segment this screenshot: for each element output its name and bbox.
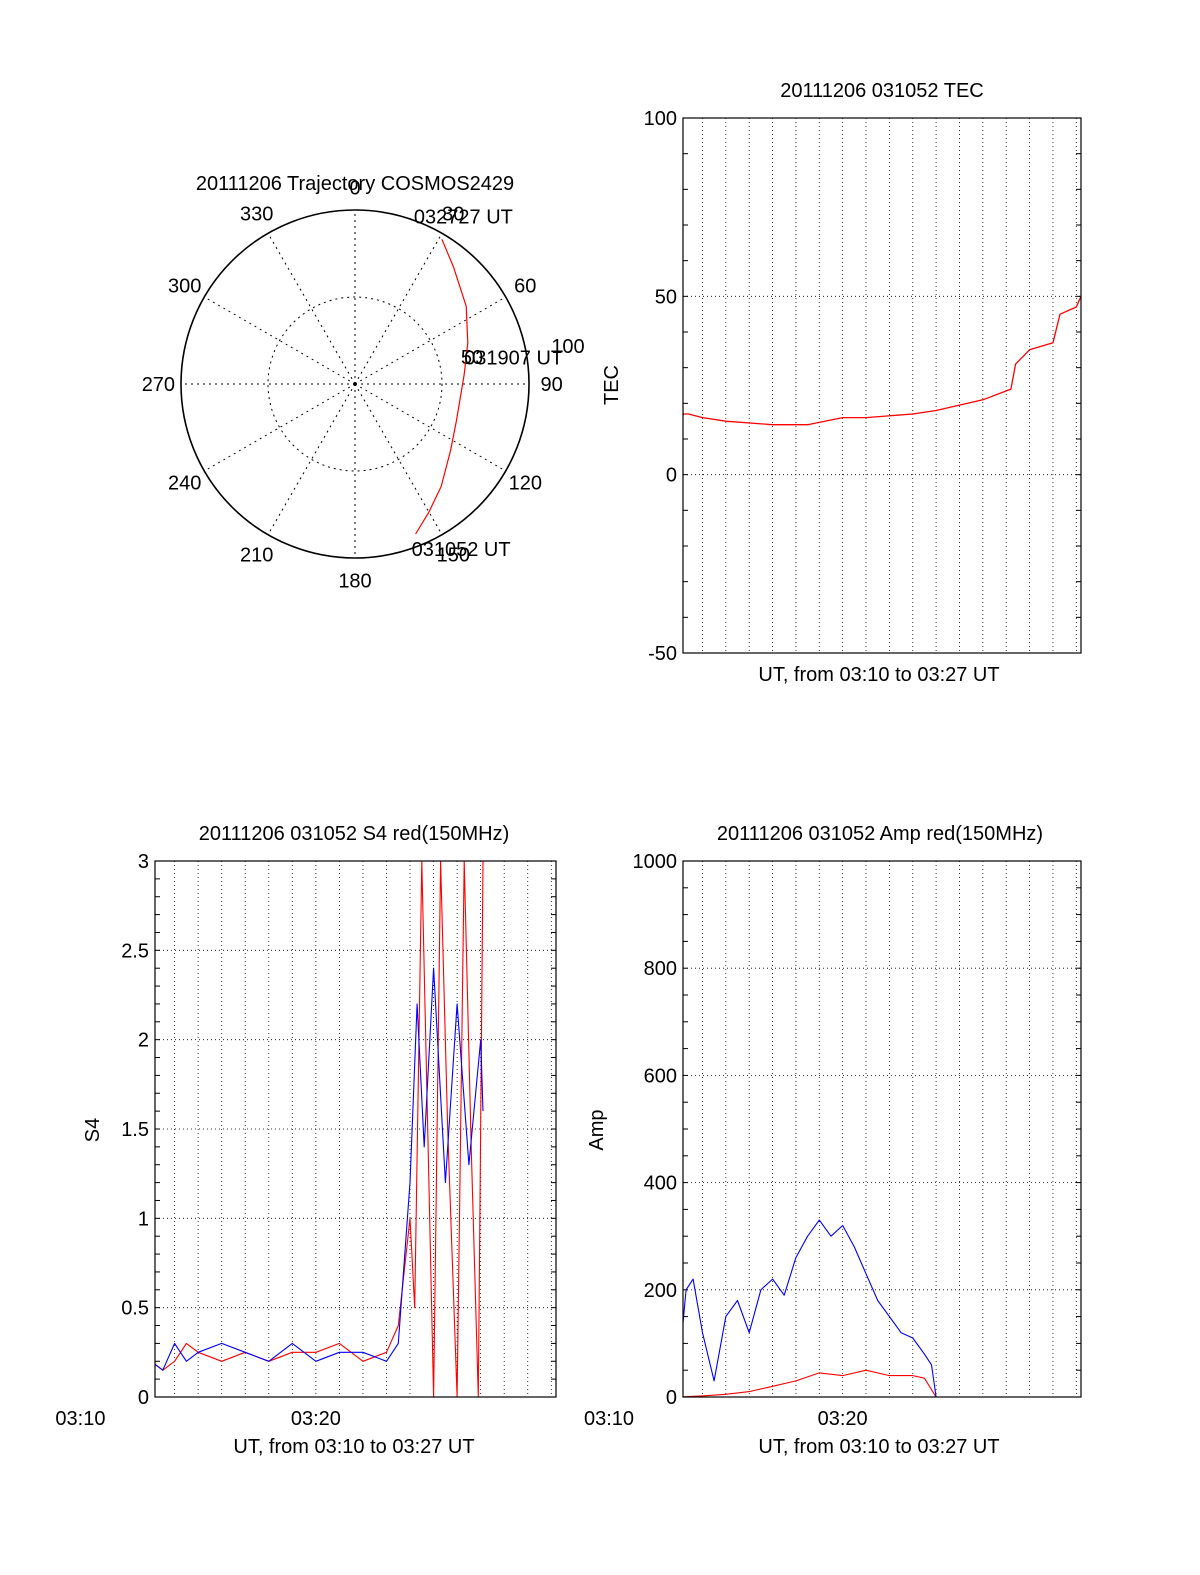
plot-frame	[682, 860, 1082, 1398]
polar-spoke	[354, 383, 506, 472]
polar-azimuth-label: 0	[349, 177, 360, 199]
polar-annotation: 032727 UT	[414, 206, 513, 228]
y-tick-label: 0	[138, 1387, 149, 1409]
amp-title: 20111206 031052 Amp red(150MHz)	[717, 823, 1043, 845]
polar-outer-circle	[180, 209, 530, 559]
y-tick-label: 800	[644, 958, 677, 980]
s4-title: 20111206 031052 S4 red(150MHz)	[199, 823, 510, 845]
y-tick-label: -50	[648, 643, 677, 665]
polar-annotation: 031907 UT	[464, 347, 563, 369]
polar-inner-circle	[267, 296, 443, 472]
polar-spoke	[267, 233, 356, 385]
y-tick-label: 3	[138, 851, 149, 873]
polar-radius-label: 100	[551, 336, 584, 358]
polar-azimuth-label: 30	[442, 204, 464, 226]
y-tick-label: 2	[138, 1030, 149, 1052]
y-tick-label: 1.5	[121, 1119, 149, 1141]
polar-azimuth-label: 90	[540, 374, 562, 396]
polar-azimuth-label: 180	[338, 571, 371, 593]
tec-xlabel: UT, from 03:10 to 03:27 UT	[758, 664, 999, 686]
y-tick-label: 100	[644, 108, 677, 130]
polar-spoke	[354, 383, 443, 535]
tec-chart: 20111206 031052 TEC TEC UT, from 03:10 t…	[601, 80, 1082, 686]
amp-xlabel: UT, from 03:10 to 03:27 UT	[758, 1436, 999, 1458]
y-tick-label: 400	[644, 1173, 677, 1195]
amp-ylabel: Amp	[586, 1109, 608, 1150]
series-line	[683, 1369, 1081, 1397]
tec-title: 20111206 031052 TEC	[780, 80, 984, 102]
series-line	[683, 296, 1081, 426]
y-tick-label: 1000	[633, 851, 678, 873]
polar-azimuth-label: 330	[240, 204, 273, 226]
s4-ylabel: S4	[82, 1118, 104, 1142]
polar-spoke	[204, 296, 356, 385]
polar-spoke	[354, 296, 506, 385]
y-tick-label: 0	[666, 465, 677, 487]
x-tick-label: 03:10	[584, 1408, 634, 1430]
polar-azimuth-label: 60	[514, 276, 536, 298]
amp-chart: 20111206 031052 Amp red(150MHz) Amp UT, …	[584, 823, 1082, 1458]
polar-spoke	[354, 233, 443, 385]
s4-xlabel: UT, from 03:10 to 03:27 UT	[233, 1436, 474, 1458]
plot-frame	[154, 860, 557, 1398]
polar-azimuth-label: 270	[142, 374, 175, 396]
plot-frame	[682, 117, 1082, 654]
s4-chart: 20111206 031052 S4 red(150MHz) S4 UT, fr…	[55, 823, 557, 1458]
polar-spoke	[204, 383, 356, 472]
polar-azimuth-label: 210	[240, 544, 273, 566]
series-line	[683, 1219, 1081, 1397]
polar-spoke	[267, 383, 356, 535]
tec-ylabel: TEC	[601, 365, 623, 405]
polar-azimuth-label: 240	[168, 472, 201, 494]
x-tick-label: 03:10	[55, 1408, 105, 1430]
y-tick-label: 50	[655, 286, 677, 308]
polar-annotation: 031052 UT	[412, 539, 511, 561]
polar-trajectory-line	[415, 239, 469, 535]
y-tick-label: 200	[644, 1280, 677, 1302]
y-tick-label: 0	[666, 1387, 677, 1409]
y-tick-label: 0.5	[121, 1298, 149, 1320]
polar-azimuth-label: 300	[168, 276, 201, 298]
x-tick-label: 03:20	[818, 1408, 868, 1430]
series-line	[155, 967, 484, 1371]
polar-azimuth-label: 120	[509, 472, 542, 494]
series-line	[155, 861, 484, 1397]
y-tick-label: 600	[644, 1065, 677, 1087]
x-tick-label: 03:20	[291, 1408, 341, 1430]
polar-title: 20111206 Trajectory COSMOS2429	[196, 173, 514, 195]
y-tick-label: 1	[138, 1208, 149, 1230]
polar-trajectory-chart: 20111206 Trajectory COSMOS2429 0 30 60 90 12…	[142, 173, 585, 593]
y-tick-label: 2.5	[121, 940, 149, 962]
polar-azimuth-label: 150	[437, 544, 470, 566]
